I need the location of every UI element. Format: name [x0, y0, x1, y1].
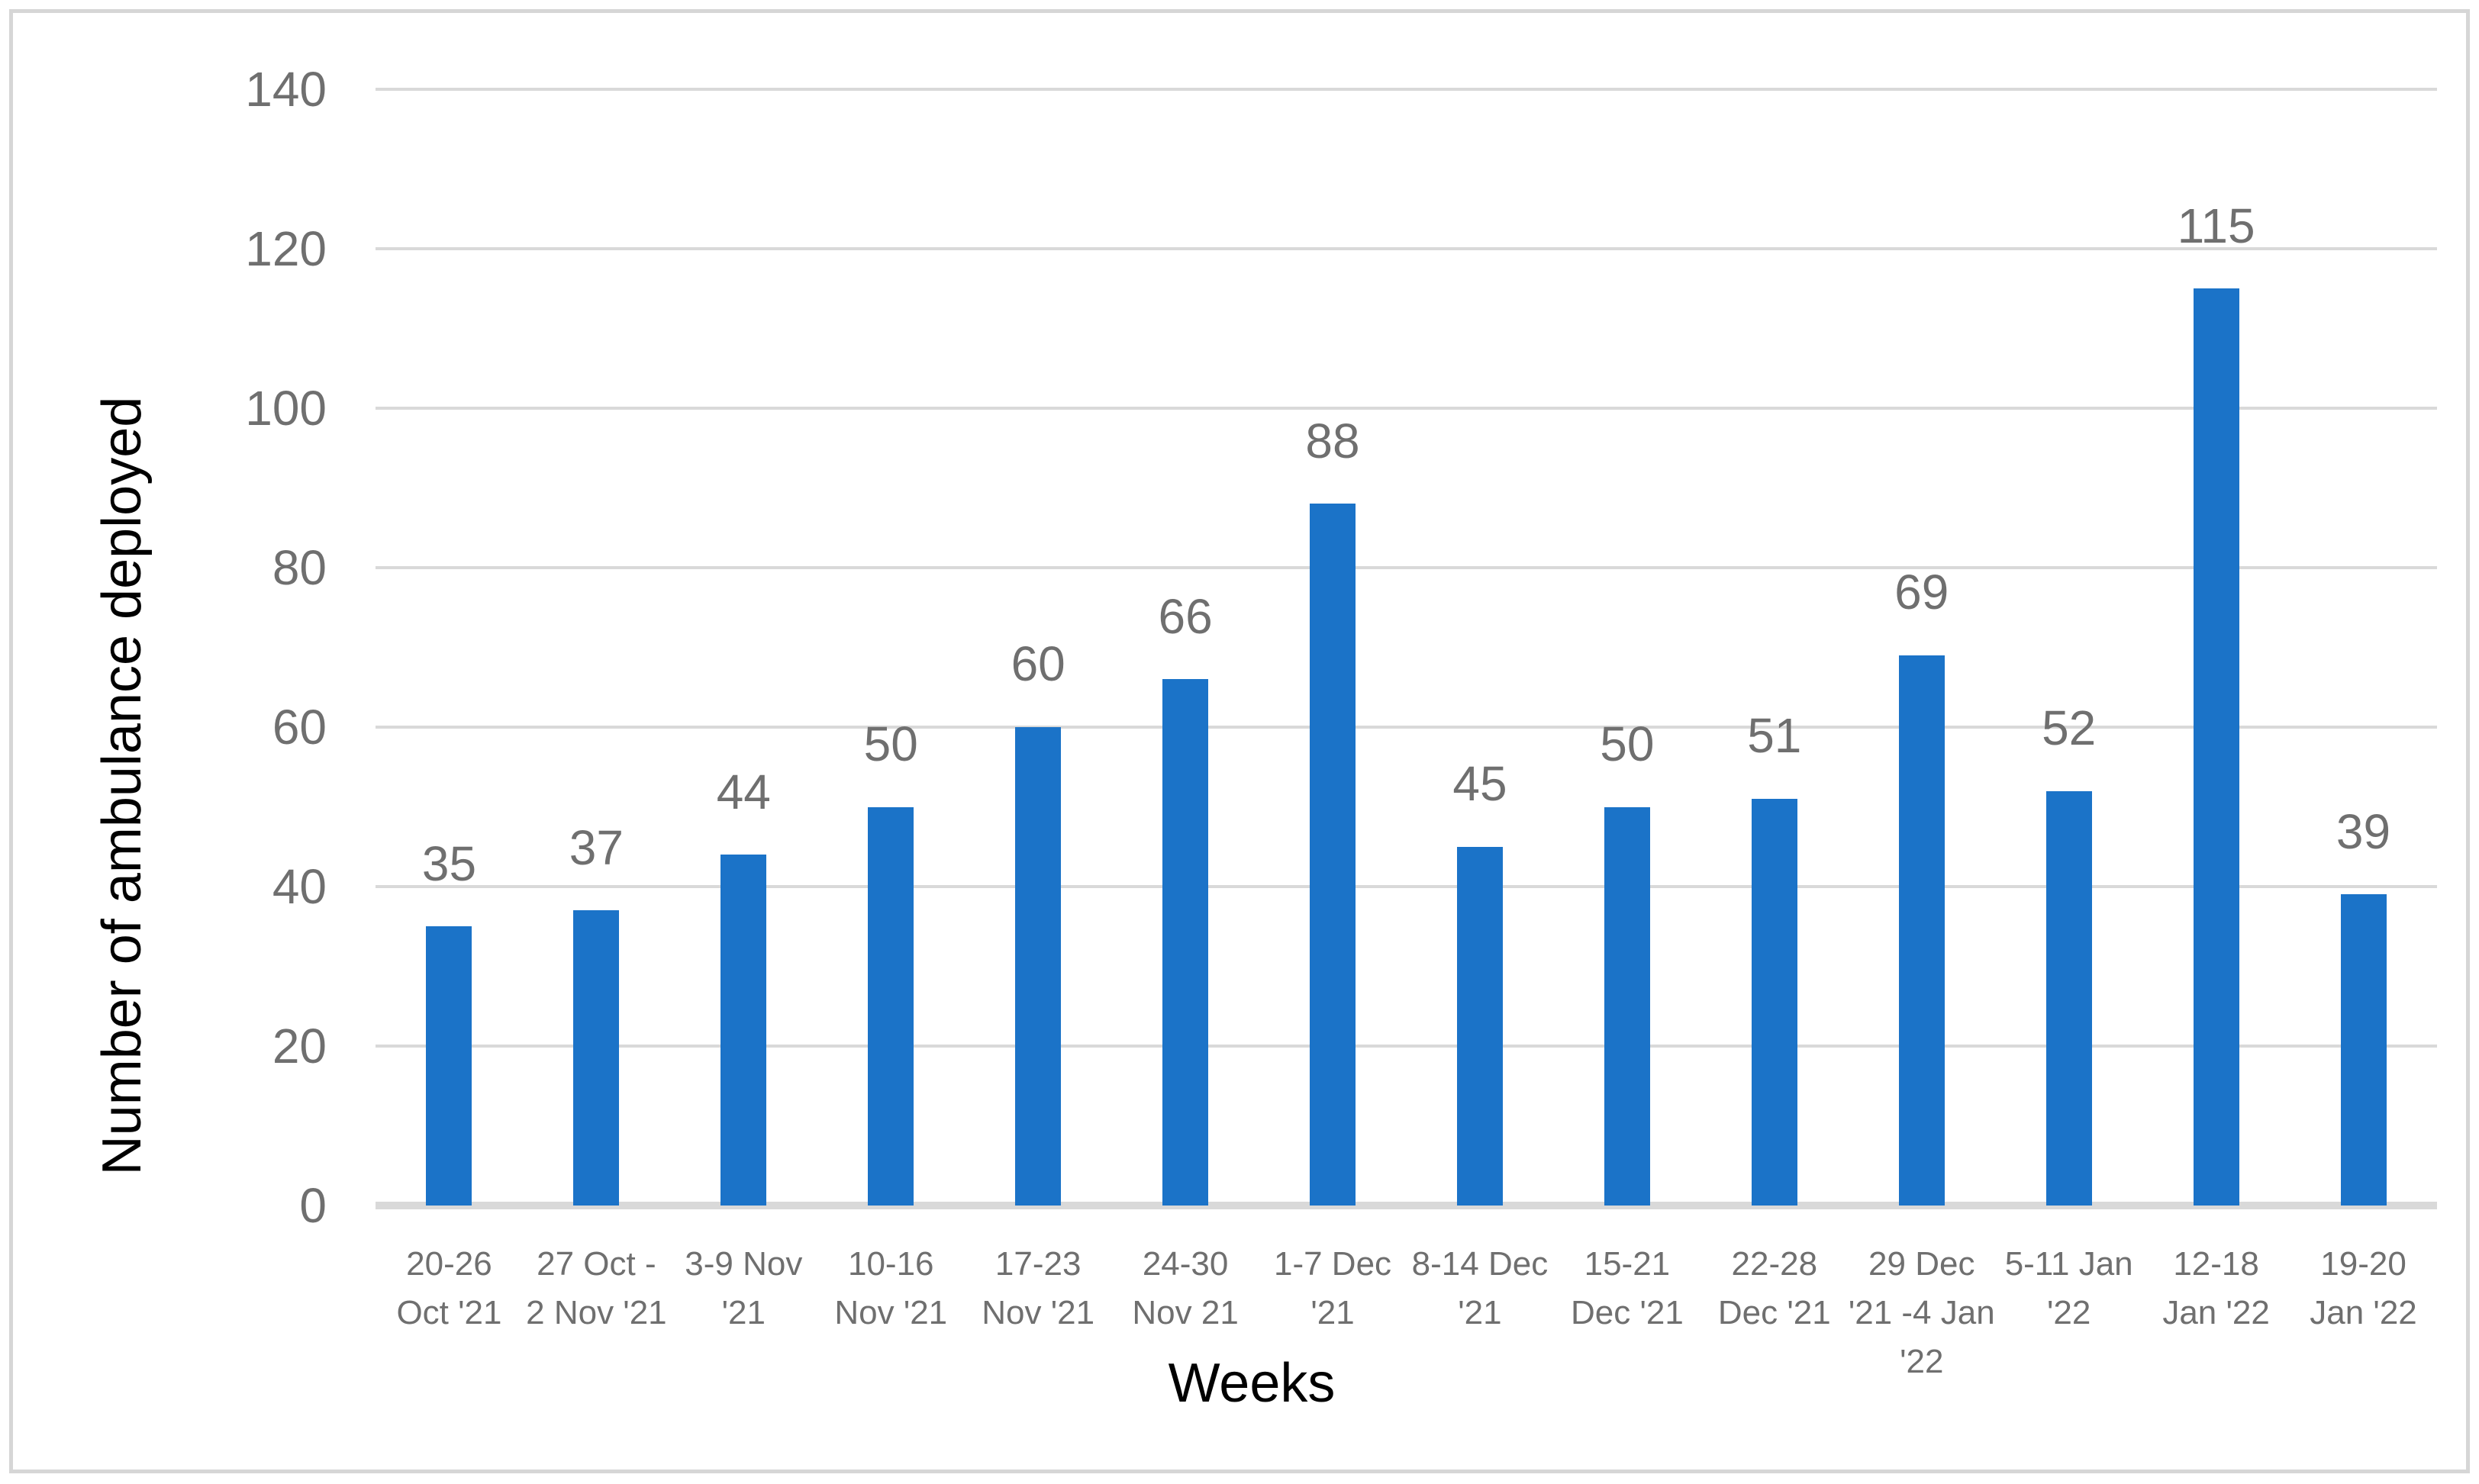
y-tick-label: 100	[245, 381, 327, 436]
gridline	[376, 247, 2437, 250]
chart-border-frame	[9, 9, 2470, 1473]
bar-value-label: 52	[2042, 700, 2097, 756]
x-axis-title: Weeks	[1168, 1353, 1336, 1414]
bar-value-label: 37	[569, 819, 624, 875]
bar-value-label: 115	[2177, 198, 2255, 253]
bar-slot: 45	[1407, 89, 1554, 1206]
bar-slot: 69	[1848, 89, 1995, 1206]
bar-value-label: 51	[1747, 708, 1802, 764]
bar-slot: 37	[523, 89, 670, 1206]
bar-slot: 66	[1112, 89, 1259, 1206]
x-axis-line	[376, 1202, 2437, 1209]
bar-value-label: 50	[1600, 716, 1655, 771]
bar-value-label: 35	[421, 835, 477, 891]
bar	[1456, 846, 1503, 1206]
bar-slot: 60	[965, 89, 1112, 1206]
gridline	[376, 566, 2437, 569]
x-tick-label: 8-14 Dec '21	[1411, 1245, 1549, 1331]
bar	[1898, 655, 1945, 1206]
gridline	[376, 88, 2437, 91]
x-tick-label: 22-28 Dec '21	[1717, 1245, 1831, 1331]
bar-value-label: 60	[1011, 636, 1065, 692]
bar-slot: 88	[1259, 89, 1407, 1206]
gridline	[376, 726, 2437, 729]
bar-value-label: 44	[716, 764, 771, 819]
plot-area: 35 37 44 50 60 66 88 45 50 51 69 52 115 39	[376, 88, 2437, 1209]
bar	[868, 806, 914, 1206]
bar	[2045, 790, 2092, 1206]
bar	[1751, 799, 1797, 1206]
x-tick-label: 20-26 Oct '21	[396, 1245, 502, 1331]
bar-slot: 35	[376, 89, 523, 1206]
bar-slot: 52	[1995, 89, 2142, 1206]
x-tick-label: 27 Oct - 2 Nov '21	[526, 1245, 667, 1331]
x-tick-label: 12-18 Jan '22	[2162, 1245, 2270, 1331]
bar	[1015, 727, 1062, 1206]
y-tick-label: 80	[272, 540, 327, 595]
x-tick-label: 29 Dec '21 -4 Jan '22	[1848, 1245, 1995, 1380]
bar-value-label: 39	[2336, 803, 2391, 859]
bar-slot: 51	[1700, 89, 1848, 1206]
y-tick-label: 120	[245, 221, 327, 276]
gridline	[376, 885, 2437, 888]
bar	[1310, 504, 1356, 1206]
x-tick-label: 19-20 Jan '22	[2310, 1245, 2417, 1331]
y-tick-label: 140	[245, 62, 327, 117]
x-tick-label: 10-16 Nov '21	[834, 1245, 948, 1331]
y-tick-label: 0	[299, 1178, 327, 1233]
bar-slot: 115	[2142, 89, 2290, 1206]
bar-slot: 50	[1553, 89, 1700, 1206]
bar	[1604, 806, 1650, 1206]
bar	[2193, 288, 2239, 1206]
bar-value-label: 69	[1894, 565, 1949, 620]
bar-slot: 44	[670, 89, 817, 1206]
gridline	[376, 407, 2437, 410]
bar-value-label: 66	[1158, 588, 1213, 644]
x-tick-label: 17-23 Nov '21	[982, 1245, 1095, 1331]
x-tick-label: 3-9 Nov '21	[685, 1245, 803, 1331]
bar-slot: 50	[817, 89, 965, 1206]
bar-slot: 39	[2290, 89, 2437, 1206]
y-tick-label: 60	[272, 700, 327, 755]
x-tick-label: 24-30 Nov 21	[1132, 1245, 1239, 1331]
x-tick-label: 5-11 Jan '22	[2004, 1245, 2133, 1331]
bar-value-label: 88	[1305, 413, 1360, 468]
gridline	[376, 1045, 2437, 1048]
bar-value-label: 50	[863, 716, 918, 771]
bar	[1162, 679, 1209, 1206]
bar-value-label: 45	[1452, 756, 1507, 812]
x-tick-label: 1-7 Dec '21	[1273, 1245, 1392, 1331]
x-tick-label: 15-21 Dec '21	[1570, 1245, 1684, 1331]
y-tick-label: 20	[272, 1019, 327, 1074]
bar	[573, 910, 620, 1206]
bar	[2340, 894, 2387, 1206]
y-tick-label: 40	[272, 859, 327, 914]
bar	[426, 926, 472, 1206]
bar	[720, 855, 767, 1206]
